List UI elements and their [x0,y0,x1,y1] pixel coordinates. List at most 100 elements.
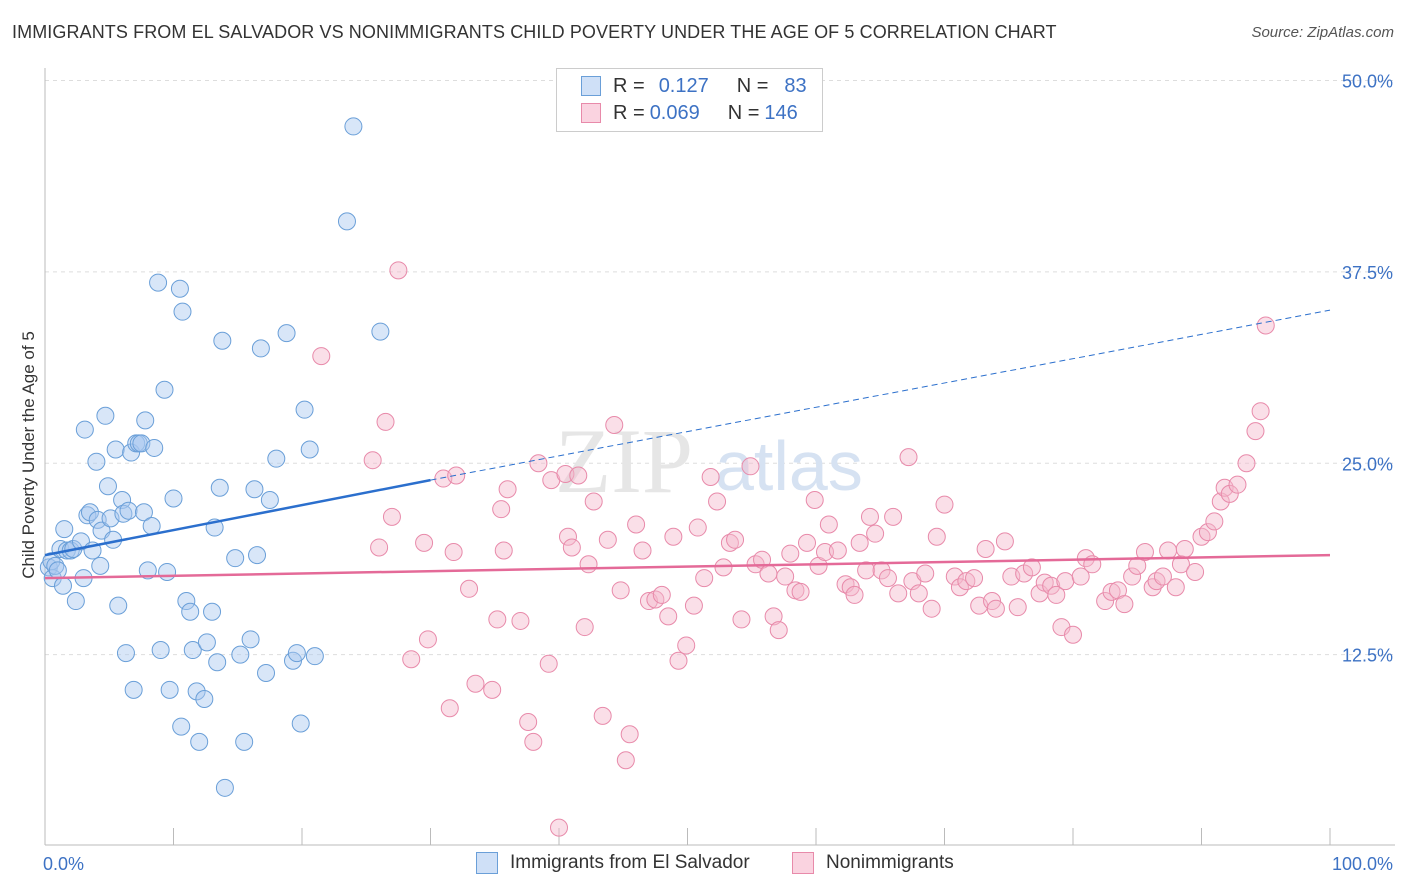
data-point [187,682,206,701]
y-tick-label: 37.5% [1342,263,1393,283]
data-point [245,480,264,499]
data-point [1135,543,1154,562]
data-point [1251,402,1270,421]
data-point [659,607,678,626]
data-point [558,527,577,546]
data-point [195,690,214,709]
data-point [1064,625,1082,644]
x-tick-label: 100.0% [1332,854,1393,874]
data-point [916,564,935,583]
data-point [183,641,202,660]
data-point [584,492,603,511]
data-point [976,539,995,558]
legend-r-label: R = [613,74,645,97]
data-point [688,518,707,537]
data-point [909,584,928,603]
data-point [46,556,65,575]
data-point [1123,567,1142,586]
trend-line-el-salvador-extension [430,309,1331,481]
data-point [598,530,617,549]
data-point [305,647,324,666]
stats-legend: R = 0.127 N = 83 R = 0.069 N = 146 [556,68,823,132]
data-point [498,480,517,499]
data-point [669,651,688,670]
data-point [569,466,588,485]
data-point [850,533,869,552]
data-point [291,714,310,733]
data-point [562,538,581,557]
data-point [53,576,72,595]
legend-n-label: N = [736,74,769,97]
data-point [652,585,671,604]
data-point [155,380,174,399]
data-point [646,590,665,609]
legend-swatch-pink [792,852,814,874]
data-point [87,452,106,471]
y-tick-label: 50.0% [1342,72,1393,92]
y-axis-label: Child Poverty Under the Age of 5 [19,331,38,579]
data-point [986,599,1005,618]
data-point [181,602,200,621]
legend-n-value: 83 [784,74,807,97]
data-point [215,778,234,797]
data-point [98,477,117,496]
data-point [965,569,984,588]
data-point [344,117,363,136]
data-point [492,500,511,519]
data-point [593,706,612,725]
data-point [494,541,513,560]
data-point [402,650,421,669]
data-point [627,515,646,534]
data-point [732,610,751,629]
data-point [300,440,319,459]
data-point [1256,316,1275,335]
data-point [277,324,296,343]
data-point [815,543,834,562]
data-point [119,501,138,520]
data-point [884,507,903,526]
data-point [550,818,568,837]
data-point [376,412,395,431]
data-point [91,556,110,575]
data-point [878,569,897,588]
data-point [605,415,624,434]
data-point [922,599,941,618]
data-point [684,596,703,615]
data-point [857,561,876,580]
data-point [1047,585,1066,604]
data-point [1211,492,1230,511]
data-point [231,645,250,664]
data-point [371,322,390,341]
data-point [197,633,216,652]
data-point [1008,598,1027,617]
legend-row-nonimmigrants: R = 0.069 N = 146 [581,100,798,126]
data-point [48,561,67,580]
data-point [927,527,946,546]
data-point [1198,523,1217,542]
data-point [124,680,143,699]
data-point [190,732,209,751]
data-point [116,644,135,663]
data-point [1071,567,1090,586]
data-point [1022,558,1041,577]
legend-r-label: R = [613,101,645,124]
data-point [889,584,908,603]
data-point [714,558,733,577]
data-point [935,495,954,514]
data-point [579,555,598,574]
data-point [145,438,164,457]
data-point [708,492,727,511]
data-point [1192,527,1211,546]
data-point [235,732,254,751]
data-point [444,543,463,562]
data-point [257,663,276,682]
data-point [805,490,824,509]
series-legend: Immigrants from El Salvador Nonimmigrant… [0,852,1406,878]
y-tick-label: 25.0% [1342,454,1393,474]
data-point [226,549,245,568]
data-point [213,331,232,350]
data-point [1228,475,1247,494]
legend-item-nonimmigrants: Nonimmigrants [792,852,954,874]
data-point [1056,572,1075,591]
data-point [66,592,85,611]
